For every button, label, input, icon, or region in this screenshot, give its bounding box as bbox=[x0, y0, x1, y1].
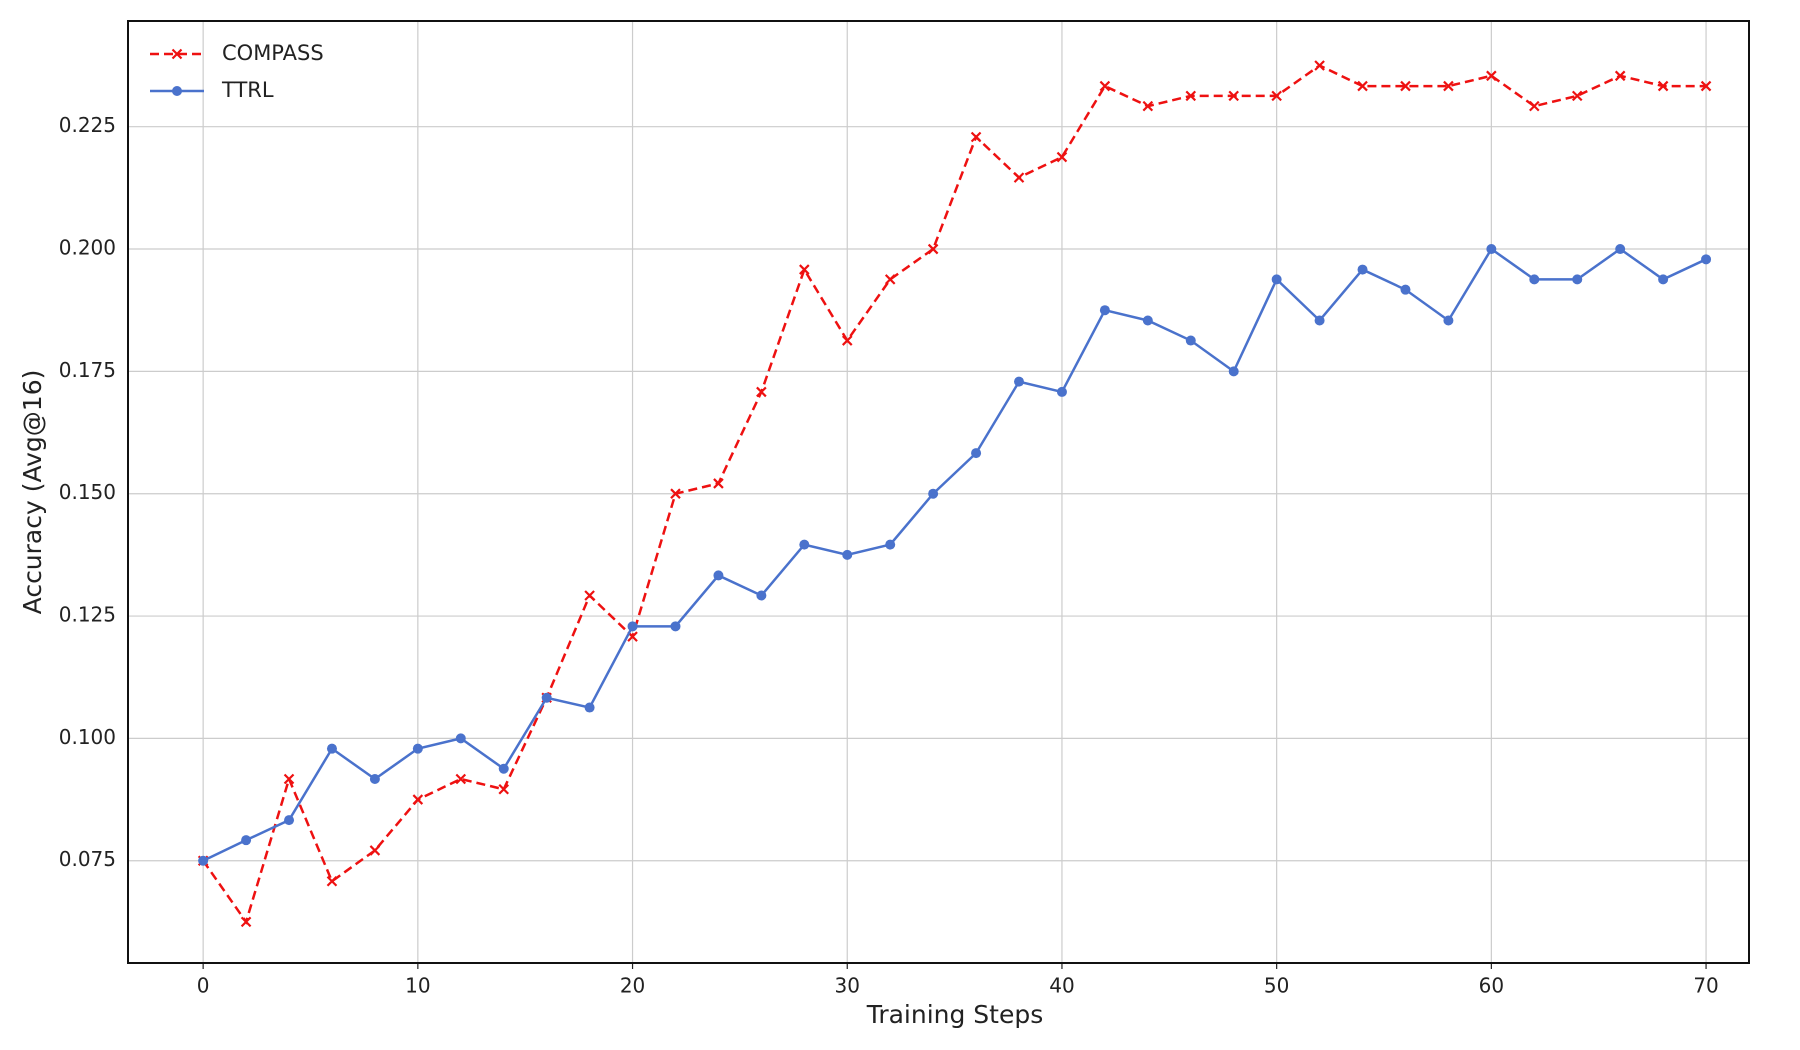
point bbox=[1700, 80, 1712, 92]
point bbox=[713, 570, 724, 581]
point bbox=[928, 488, 939, 499]
x-tick-label: 0 bbox=[197, 974, 210, 998]
point bbox=[842, 549, 853, 560]
point bbox=[1185, 90, 1197, 102]
point bbox=[1614, 70, 1626, 82]
point bbox=[1228, 90, 1239, 102]
y-tick-label: 0.225 bbox=[59, 113, 116, 137]
legend-marker bbox=[171, 48, 183, 60]
point bbox=[1657, 80, 1669, 92]
point bbox=[412, 794, 424, 805]
point bbox=[1443, 315, 1454, 326]
point bbox=[455, 733, 466, 744]
point bbox=[884, 274, 896, 285]
point bbox=[970, 131, 982, 143]
y-tick-label: 0.125 bbox=[59, 603, 116, 627]
point bbox=[1701, 254, 1712, 265]
point bbox=[1357, 80, 1368, 92]
point bbox=[1486, 244, 1497, 255]
point bbox=[326, 876, 338, 887]
point bbox=[1013, 172, 1025, 183]
point bbox=[799, 264, 810, 275]
point bbox=[284, 815, 295, 826]
y-tick-label: 0.200 bbox=[59, 236, 116, 260]
x-tick-label: 50 bbox=[1264, 974, 1289, 998]
point bbox=[756, 590, 767, 601]
point bbox=[1142, 315, 1153, 326]
x-tick-label: 20 bbox=[620, 974, 645, 998]
point bbox=[1056, 386, 1067, 397]
point bbox=[670, 488, 681, 499]
point bbox=[241, 835, 252, 846]
series-line bbox=[202, 64, 1707, 925]
point bbox=[971, 448, 982, 459]
legend: COMPASS TTRL bbox=[150, 41, 324, 102]
legend-marker bbox=[172, 86, 182, 96]
point bbox=[1486, 70, 1497, 82]
point bbox=[369, 774, 380, 785]
point bbox=[326, 743, 337, 754]
plot-frame bbox=[127, 20, 1750, 964]
x-axis-label: Training Steps bbox=[866, 1000, 1044, 1029]
point bbox=[1056, 151, 1068, 163]
point bbox=[1400, 284, 1411, 295]
y-tick-label: 0.150 bbox=[59, 480, 116, 504]
point bbox=[283, 773, 295, 785]
series bbox=[198, 244, 1712, 866]
x-tick-label: 40 bbox=[1049, 974, 1074, 998]
y-tick-label: 0.075 bbox=[59, 847, 116, 871]
point bbox=[713, 478, 724, 489]
point bbox=[1014, 376, 1025, 387]
point bbox=[1571, 90, 1583, 102]
point bbox=[1228, 366, 1239, 377]
x-tick-label: 30 bbox=[835, 974, 860, 998]
point bbox=[627, 621, 638, 632]
legend-label: TTRL bbox=[221, 78, 274, 102]
point bbox=[455, 773, 467, 785]
point bbox=[584, 590, 595, 601]
point bbox=[1271, 274, 1282, 285]
point bbox=[240, 916, 252, 928]
point bbox=[799, 539, 810, 550]
x-tick-label: 10 bbox=[405, 974, 430, 998]
point bbox=[841, 335, 853, 346]
point bbox=[1357, 264, 1368, 275]
point bbox=[1271, 90, 1282, 102]
point bbox=[1314, 60, 1325, 71]
point bbox=[1615, 244, 1626, 255]
point bbox=[1658, 274, 1669, 285]
point bbox=[541, 692, 552, 703]
point bbox=[670, 621, 681, 632]
y-axis-label: Accuracy (Avg@16) bbox=[18, 370, 47, 615]
point bbox=[1314, 315, 1325, 326]
point bbox=[927, 243, 939, 255]
point bbox=[412, 743, 423, 754]
point bbox=[198, 855, 209, 866]
point bbox=[1529, 274, 1540, 285]
point bbox=[1529, 100, 1540, 112]
series-line bbox=[202, 247, 1707, 862]
point bbox=[369, 845, 381, 856]
point bbox=[1142, 100, 1154, 112]
y-tick-label: 0.175 bbox=[59, 358, 116, 382]
point bbox=[885, 539, 896, 550]
point bbox=[1443, 80, 1454, 92]
x-tick-label: 70 bbox=[1693, 974, 1718, 998]
point bbox=[1099, 305, 1110, 316]
legend-label: COMPASS bbox=[222, 41, 324, 65]
point bbox=[1572, 274, 1583, 285]
point bbox=[584, 702, 595, 713]
point bbox=[1400, 80, 1411, 92]
series bbox=[197, 60, 1712, 928]
point bbox=[498, 784, 510, 795]
y-tick-label: 0.100 bbox=[59, 725, 116, 749]
point bbox=[1185, 335, 1196, 346]
point bbox=[756, 386, 767, 398]
point bbox=[498, 763, 509, 774]
x-tick-label: 60 bbox=[1479, 974, 1504, 998]
point bbox=[1099, 80, 1111, 92]
